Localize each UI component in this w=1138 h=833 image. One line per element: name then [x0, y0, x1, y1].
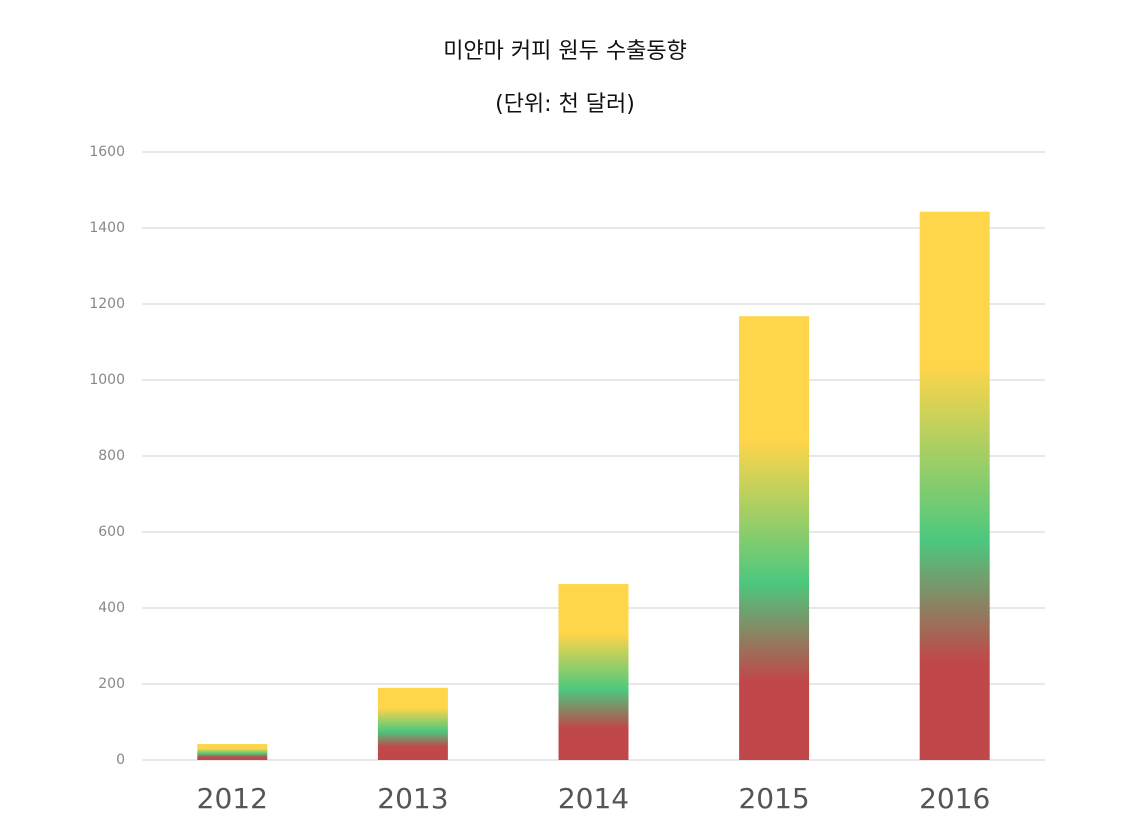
y-tick-label: 600 [98, 524, 125, 540]
y-tick-label: 0 [116, 752, 125, 768]
y-tick-label: 400 [98, 600, 125, 616]
x-tick-label: 2014 [558, 782, 629, 815]
bar [197, 744, 268, 760]
y-tick-label: 1000 [89, 372, 125, 388]
x-tick-label: 2012 [197, 782, 268, 815]
bar [739, 316, 810, 760]
chart-subtitle: (단위: 천 달러) [495, 92, 635, 117]
y-tick-label: 1200 [89, 296, 125, 312]
y-tick-label: 1400 [89, 220, 125, 236]
y-tick-label: 200 [98, 676, 125, 692]
y-tick-label: 800 [98, 448, 125, 464]
x-tick-label: 2013 [377, 782, 448, 815]
x-tick-label: 2015 [738, 782, 809, 815]
bar [558, 584, 629, 760]
bar [377, 687, 448, 760]
chart-title: 미얀마 커피 원두 수출동향 [443, 39, 687, 64]
x-tick-label: 2016 [919, 782, 990, 815]
bar [919, 211, 990, 760]
y-tick-label: 1600 [89, 144, 125, 160]
